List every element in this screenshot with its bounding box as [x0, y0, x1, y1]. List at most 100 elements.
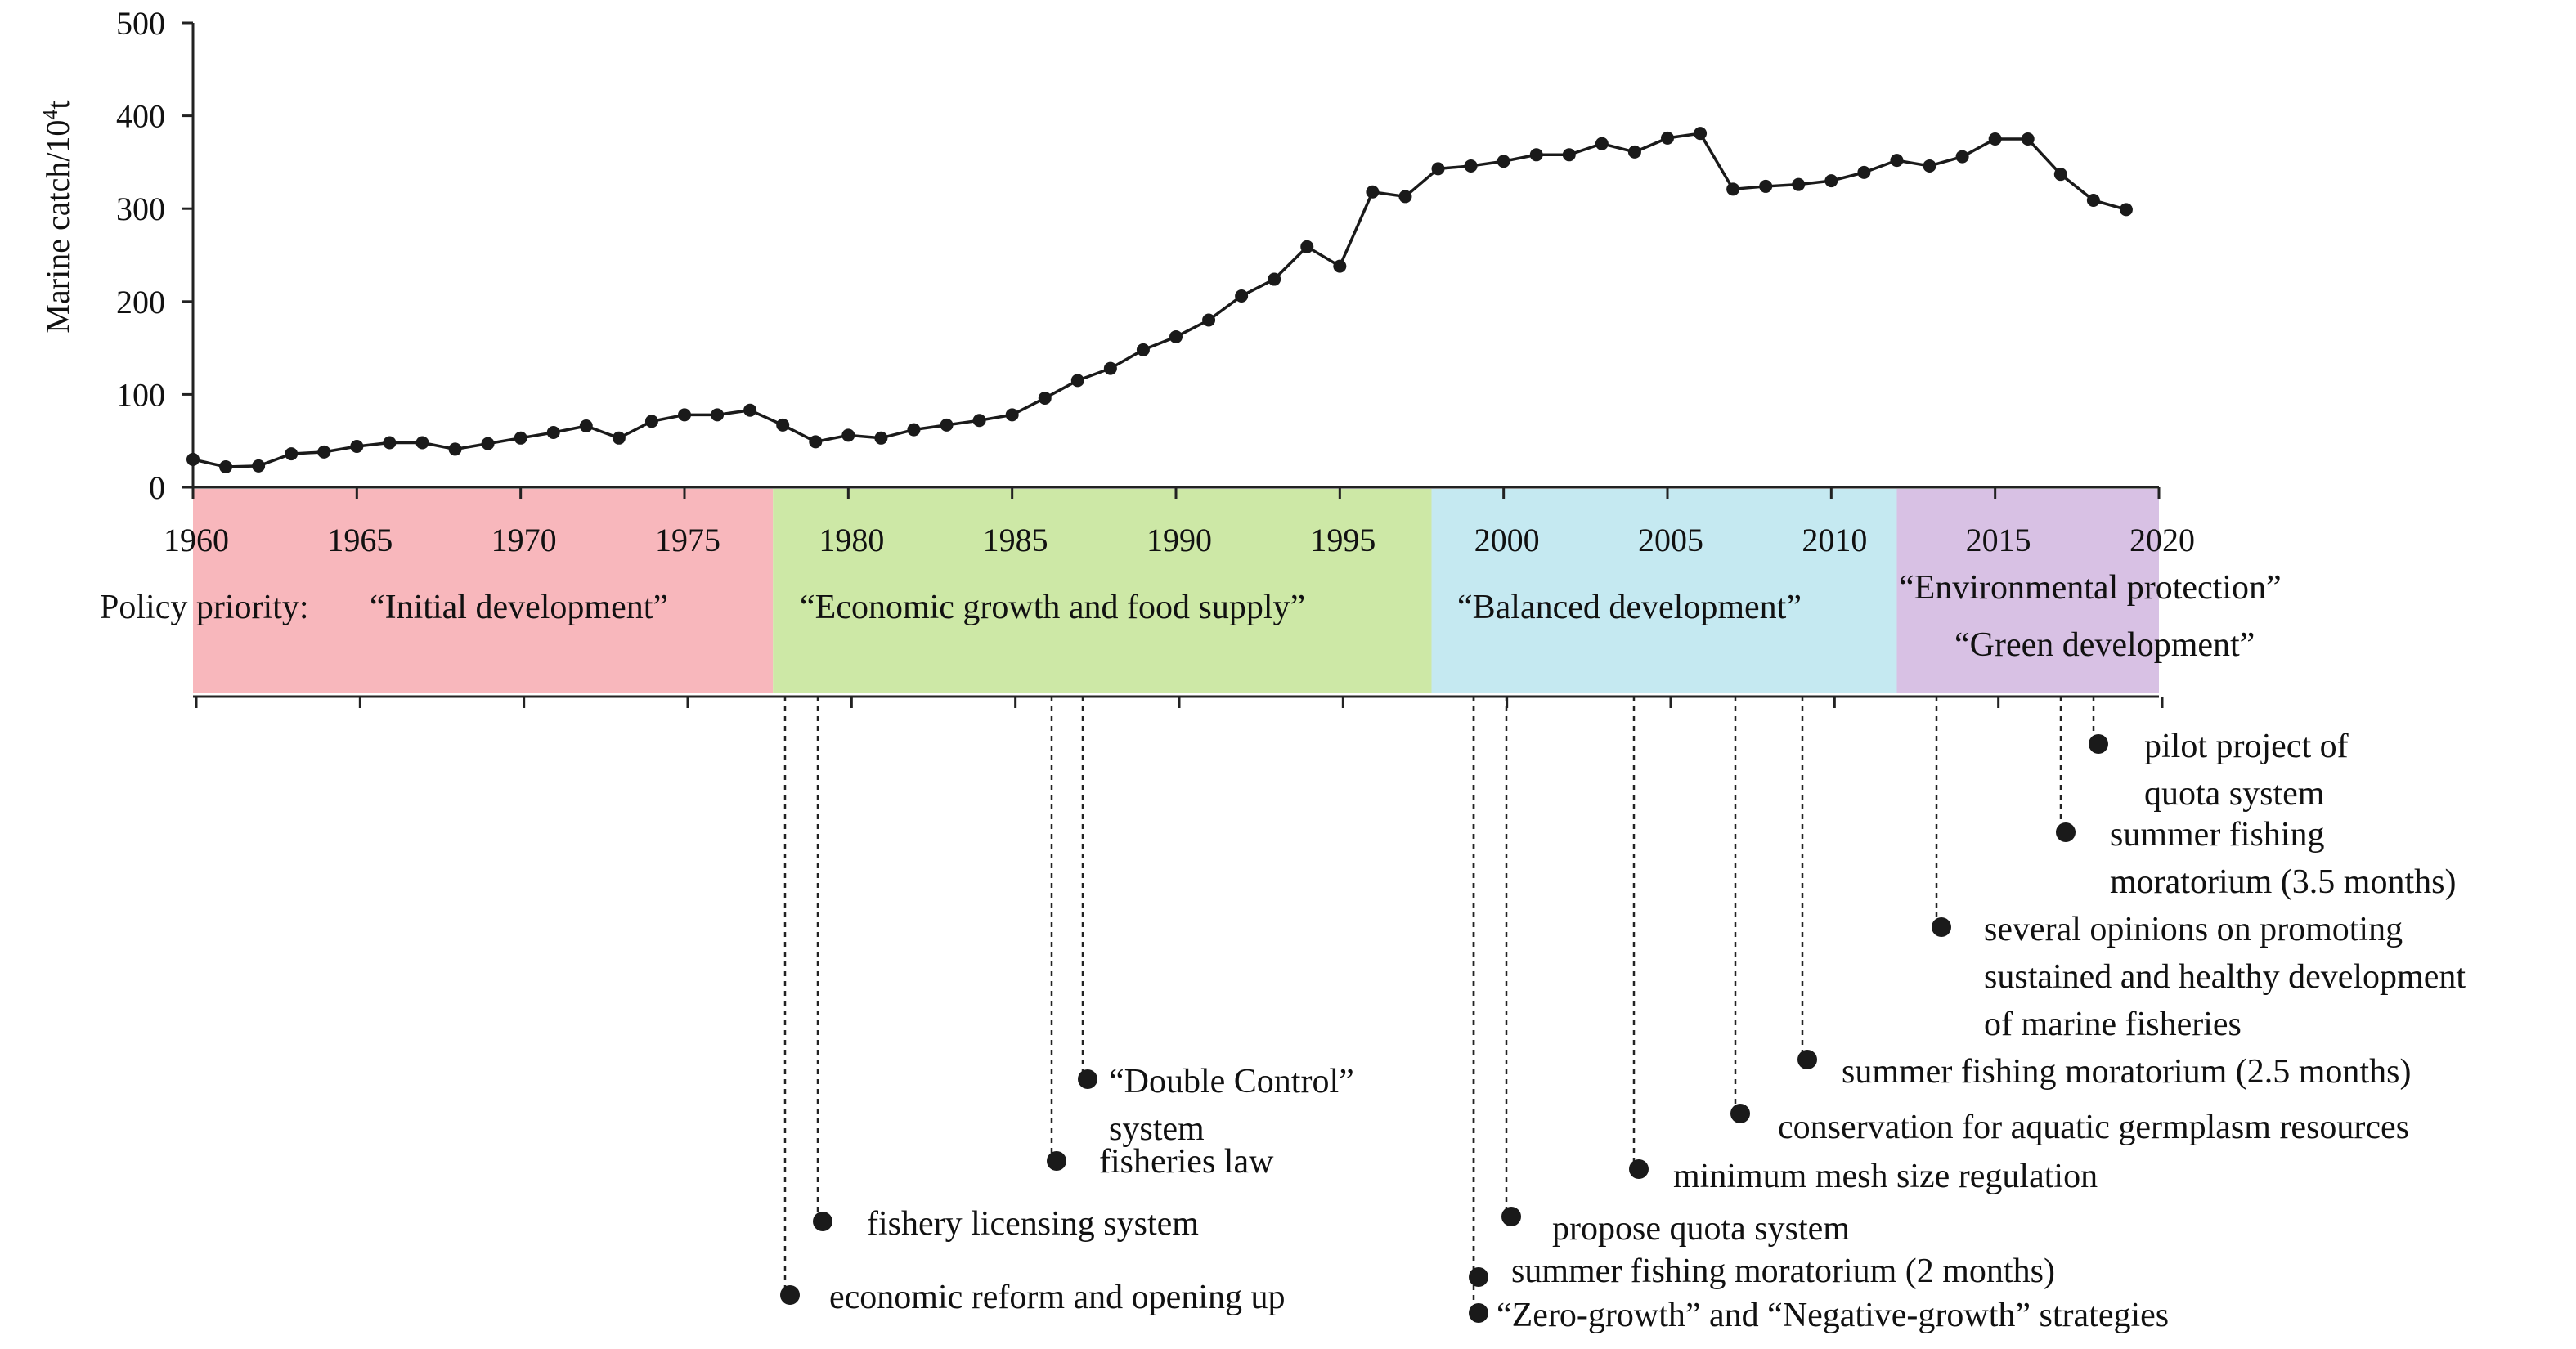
event-marker — [780, 1285, 800, 1305]
catch-point — [1988, 132, 2002, 146]
catch-point — [907, 423, 921, 437]
event-label: fisheries law — [1099, 1143, 1274, 1181]
policy-event: propose quota system — [1501, 697, 1850, 1248]
y-tick-label: 0 — [149, 469, 165, 506]
catch-point — [1792, 177, 1806, 191]
catch-point — [1661, 131, 1674, 145]
x-tick-label: 2000 — [1474, 522, 1540, 558]
event-label: economic reform and opening up — [829, 1279, 1285, 1316]
policy-event: several opinions on promoting sustained a… — [1932, 697, 2466, 1043]
catch-point — [1268, 272, 1281, 286]
event-label: minimum mesh size regulation — [1673, 1158, 2098, 1195]
catch-point — [1136, 343, 1150, 356]
x-tick-label: 1960 — [164, 522, 229, 558]
catch-point — [1366, 185, 1380, 199]
catch-point — [1398, 190, 1412, 204]
event-marker — [1078, 1069, 1097, 1089]
catch-point — [644, 415, 658, 428]
policy-period-labels: Policy priority: “Initial development” “Ec… — [100, 569, 2282, 664]
catch-point — [350, 440, 364, 454]
catch-point — [1857, 165, 1871, 179]
catch-point — [1955, 150, 1969, 164]
policy-event: summer fishing moratorium (3.5 months) — [2056, 697, 2456, 901]
catch-point — [2053, 168, 2067, 182]
y-tick-label: 100 — [116, 376, 165, 413]
axes: 0 100 200 300 400 500 1960 1965 1970 1975 1980 1985… — [116, 5, 2195, 708]
catch-series — [186, 127, 2133, 474]
y-tick-label: 200 — [116, 284, 165, 320]
event-label: several opinions on promoting — [1984, 911, 2403, 948]
x-tick-label: 2010 — [1802, 522, 1867, 558]
catch-point — [612, 431, 626, 445]
event-label: conservation for aquatic germplasm resou… — [1778, 1109, 2409, 1146]
event-marker — [1932, 917, 1951, 937]
catch-point — [1464, 159, 1478, 173]
event-label: quota system — [2144, 775, 2325, 813]
policy-period-label: “Green development” — [1954, 626, 2255, 664]
catch-point — [1529, 148, 1543, 162]
policy-event: “Double Control” system — [1078, 697, 1354, 1148]
event-marker — [1469, 1267, 1488, 1287]
event-label: of marine fisheries — [1984, 1006, 2242, 1043]
catch-point — [678, 408, 691, 422]
policy-event: summer fishing moratorium (2.5 months) — [1797, 697, 2411, 1091]
policy-band-3 — [1896, 489, 2159, 693]
x-tick-label: 1985 — [983, 522, 1048, 558]
catch-point — [2119, 203, 2133, 217]
catch-point — [1169, 329, 1183, 343]
catch-point — [1300, 240, 1314, 253]
policy-band-1 — [773, 489, 1432, 693]
catch-point — [415, 436, 429, 450]
policy-priority-label: Policy priority: — [100, 589, 309, 626]
policy-period-label: “Balanced development” — [1457, 589, 1802, 626]
policy-event: pilot project of quota system — [2089, 697, 2349, 813]
policy-period-label: “Initial development” — [370, 589, 668, 626]
policy-event: fishery licensing system — [813, 697, 1199, 1243]
event-marker — [1629, 1159, 1649, 1179]
policy-period-bands — [193, 489, 2159, 693]
x-tick-label: 1965 — [327, 522, 393, 558]
x-tick-label: 1970 — [491, 522, 557, 558]
policy-events: economic reform and opening up fishery li… — [780, 697, 2466, 1334]
catch-point — [1103, 361, 1117, 375]
catch-point — [186, 452, 200, 466]
catch-point — [285, 447, 298, 461]
catch-point — [1431, 162, 1445, 176]
policy-event: economic reform and opening up — [780, 697, 1285, 1316]
event-label: summer fishing moratorium (2.5 months) — [1842, 1053, 2411, 1091]
policy-event: summer fishing moratorium (2 months) — [1469, 697, 2055, 1290]
catch-point — [1235, 289, 1249, 303]
event-marker — [1047, 1151, 1066, 1171]
catch-point — [776, 418, 790, 432]
catch-point — [514, 431, 527, 445]
y-tick-label: 400 — [116, 98, 165, 135]
catch-point — [546, 425, 560, 439]
catch-point — [1333, 259, 1347, 273]
catch-point — [940, 418, 954, 432]
event-label: system — [1109, 1110, 1205, 1148]
event-label: sustained and healthy development — [1984, 958, 2466, 996]
event-marker — [813, 1212, 832, 1231]
event-marker — [1501, 1207, 1521, 1226]
catch-point — [972, 414, 986, 428]
catch-point — [1824, 174, 1838, 188]
catch-point — [841, 428, 855, 442]
event-marker — [1469, 1303, 1488, 1323]
event-label: summer fishing moratorium (2 months) — [1511, 1253, 2055, 1290]
event-label: “Double Control” — [1109, 1063, 1354, 1100]
catch-point — [219, 460, 233, 474]
catch-point — [481, 437, 495, 450]
catch-point — [1759, 179, 1773, 193]
catch-point — [448, 442, 462, 456]
catch-point — [1726, 182, 1740, 196]
catch-point — [579, 419, 593, 433]
catch-point — [2021, 132, 2035, 146]
catch-point — [383, 436, 397, 450]
event-label: pilot project of — [2144, 728, 2349, 765]
x-tick-label: 1995 — [1310, 522, 1376, 558]
event-marker — [2056, 822, 2076, 842]
event-marker — [1797, 1050, 1817, 1069]
event-label: moratorium (3.5 months) — [2110, 863, 2456, 901]
policy-period-label: “Economic growth and food supply” — [800, 589, 1305, 626]
